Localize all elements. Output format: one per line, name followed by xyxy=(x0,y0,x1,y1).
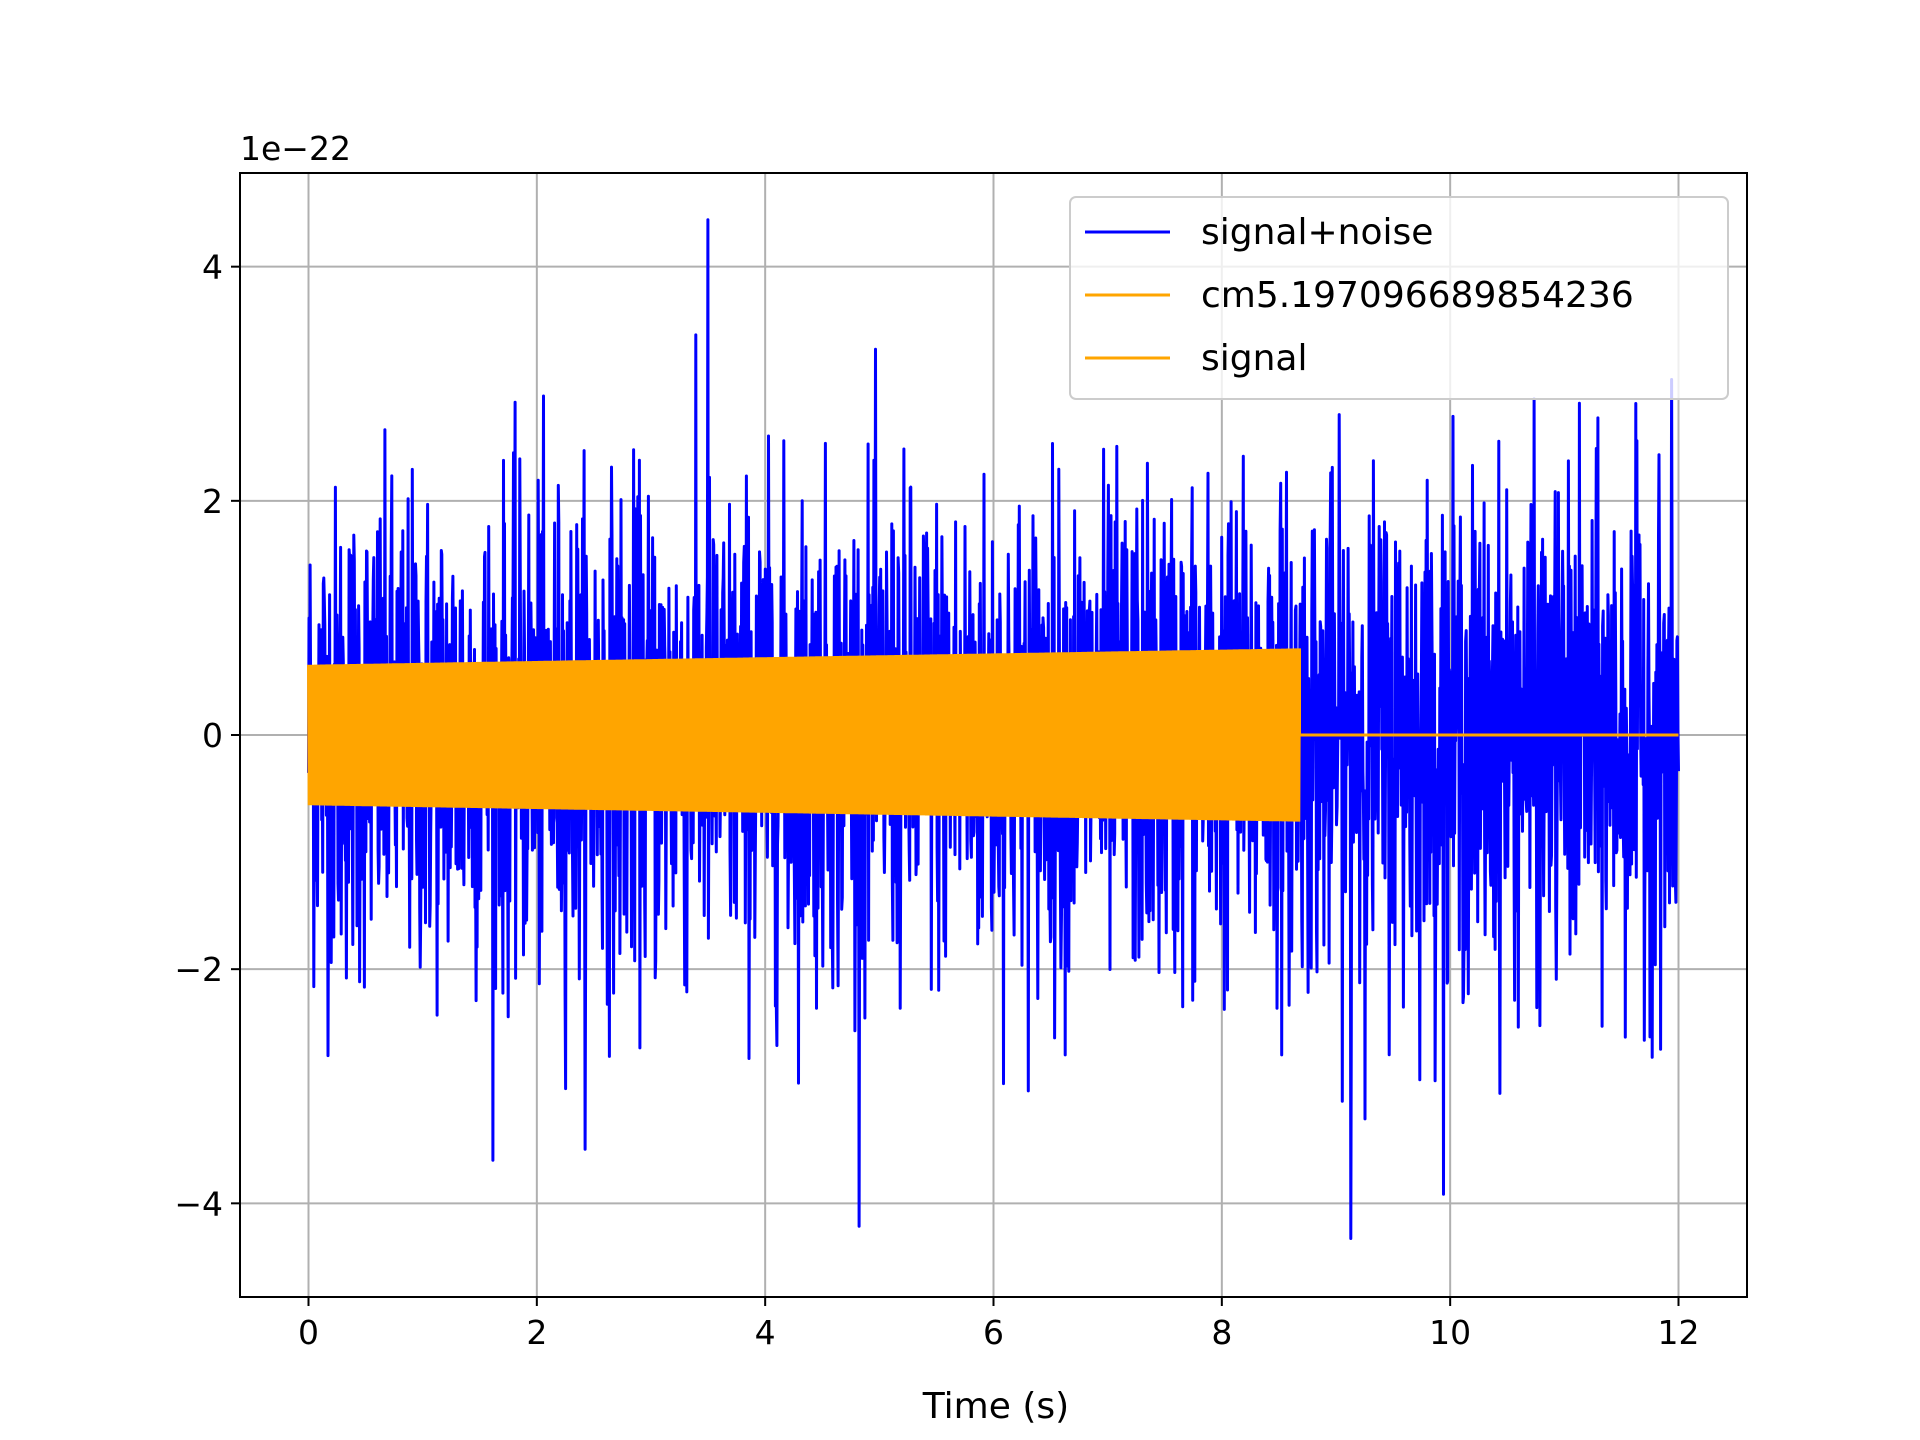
y-tick-label: 0 xyxy=(202,716,223,755)
x-tick-label: 0 xyxy=(298,1313,319,1352)
x-tick-label: 6 xyxy=(983,1313,1004,1352)
x-axis-label: Time (s) xyxy=(922,1386,1069,1427)
x-tick-label: 8 xyxy=(1211,1313,1232,1352)
legend-label: signal xyxy=(1201,338,1308,379)
y-tick-label: −2 xyxy=(174,950,223,989)
x-tick-label: 2 xyxy=(526,1313,547,1352)
legend-box xyxy=(1069,196,1729,400)
y-tick-label: 2 xyxy=(202,482,223,521)
plot-area xyxy=(307,218,1680,1240)
x-tick-label: 12 xyxy=(1658,1313,1700,1352)
legend: signal+noise cm5.197096689854236 signal xyxy=(1069,196,1729,400)
legend-label: cm5.197096689854236 xyxy=(1201,275,1634,316)
x-tick-label: 4 xyxy=(755,1313,776,1352)
series-cm-line xyxy=(307,648,1679,822)
ticks: 0 2 4 6 8 10 12 −4 −2 0 2 4 xyxy=(174,248,1699,1352)
y-tick-label: −4 xyxy=(174,1184,223,1223)
x-tick-label: 10 xyxy=(1429,1313,1471,1352)
y-tick-label: 4 xyxy=(202,248,223,287)
legend-label: signal+noise xyxy=(1201,212,1433,253)
y-scale-offset: 1e−22 xyxy=(240,129,351,168)
